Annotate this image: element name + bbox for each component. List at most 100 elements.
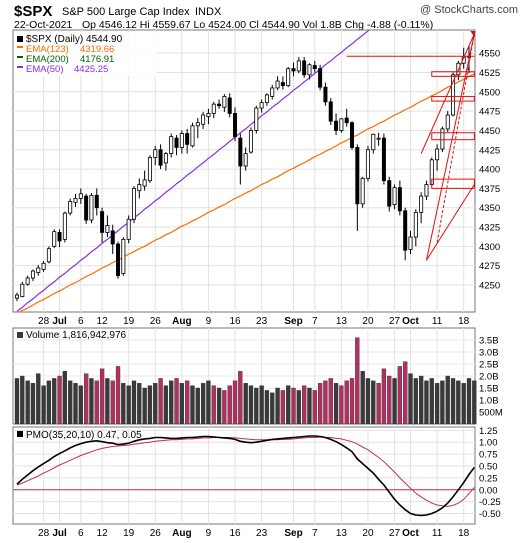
volume-bar (126, 385, 131, 425)
volume-bar (445, 375, 450, 425)
pmo-layer (13, 435, 475, 517)
candle-body (78, 193, 83, 199)
volume-bar (264, 390, 270, 425)
candle-body (296, 60, 301, 72)
pmo-tick-label: 0.75 (479, 450, 498, 461)
x-tick-label: 13 (336, 528, 348, 539)
candle-body (121, 238, 126, 274)
candle-body (259, 102, 264, 109)
ema50-line (16, 30, 371, 312)
gap-box (431, 132, 475, 141)
candle-body (46, 248, 51, 263)
pmo-line (16, 435, 475, 517)
volume-bar (206, 380, 211, 425)
legend-ema200-value: 4176.91 (80, 54, 114, 65)
volume-bar (296, 390, 301, 425)
x-tick-label: 9 (206, 316, 212, 327)
volume-bar (68, 380, 73, 425)
candle-body (137, 184, 142, 192)
volume-tick-label: 500M (479, 408, 503, 419)
volume-bar (89, 378, 94, 425)
volume-bar (461, 383, 466, 425)
volume-bar (418, 375, 424, 425)
legend-swatch-ema123 (17, 46, 23, 48)
candle-body (243, 153, 248, 167)
x-tick-label: Aug (172, 316, 191, 327)
volume-bar (392, 378, 397, 425)
candle-body (302, 60, 307, 76)
price-tick-label: 4500 (479, 87, 500, 98)
candle-body (126, 218, 131, 240)
dashed-trend-line (436, 33, 475, 243)
price-tick-label: 4425 (479, 145, 500, 156)
volume-bar (434, 383, 440, 425)
candle-body (323, 86, 328, 103)
volume-bar (174, 378, 179, 425)
candle-body (254, 107, 259, 131)
volume-tick-label: 1.5B (479, 384, 499, 395)
volume-bar (259, 385, 264, 425)
candle-body (158, 149, 163, 166)
volume-bar (424, 380, 429, 425)
x-tick-label: 9 (206, 528, 212, 539)
x-tick-label: 19 (123, 528, 135, 539)
volume-bar (275, 387, 280, 425)
legend-ema123-name: EMA(123) (26, 44, 69, 55)
price-tick-label: 4325 (479, 223, 500, 234)
candle-body (185, 133, 190, 145)
volume-bar (408, 373, 413, 425)
volume-bar (360, 371, 365, 425)
ema123-line (18, 73, 475, 312)
legend-volume: Volume 1,816,942,976 (26, 330, 127, 341)
x-tick-label: 11 (432, 316, 443, 327)
annotation-layer (346, 31, 475, 261)
candle-body (424, 184, 429, 197)
volume-bar (20, 375, 25, 425)
price-tick-label: 4300 (479, 242, 500, 253)
volume-bar (52, 378, 57, 425)
pmo-tick-label: 0.00 (479, 485, 498, 496)
volume-bar (333, 383, 339, 425)
trend-line (426, 184, 475, 261)
volume-bar (429, 378, 434, 425)
volume-bar (137, 383, 142, 425)
index-name: S&P 500 Large Cap Index (62, 6, 190, 18)
volume-bar (190, 385, 195, 425)
candle-body (403, 210, 408, 251)
candle-body (174, 137, 179, 148)
price-tick-label: 4400 (479, 165, 500, 176)
candle-body (52, 231, 57, 247)
volume-bar (110, 380, 115, 425)
volume-bar (30, 383, 36, 425)
candle-body (25, 277, 30, 285)
volume-bar (169, 380, 174, 425)
volume-bar (291, 387, 296, 425)
candle-body (360, 177, 365, 205)
price-tick-label: 4375 (479, 184, 500, 195)
pmo-legend: PMO(35,20,10) 0.47, 0.05 (17, 430, 142, 441)
volume-bar (349, 378, 355, 425)
price-tick-label: 4275 (479, 261, 500, 272)
candle-body (131, 187, 136, 220)
volume-bar (115, 366, 121, 425)
volume-bar (323, 380, 328, 425)
volume-bar (62, 371, 68, 425)
candle-body (68, 201, 73, 214)
price-layer (14, 30, 475, 312)
candle-body (365, 149, 370, 179)
volume-bar (302, 385, 307, 425)
candle-body (195, 122, 200, 127)
x-tick-label: 12 (97, 528, 109, 539)
candle-body (387, 180, 392, 207)
volume-bar (36, 373, 41, 425)
candle-body (190, 125, 195, 147)
quote-date: 22-Oct-2021 (14, 19, 73, 31)
candle-body (397, 187, 402, 212)
volume-bar (450, 378, 456, 425)
volume-tick-label: 3.0B (479, 348, 499, 359)
candle-body (30, 270, 35, 279)
volume-layer (14, 337, 477, 425)
x-tick-label: 23 (256, 528, 268, 539)
legend-swatch-volume (17, 332, 23, 338)
exchange-label: INDX (195, 6, 222, 18)
